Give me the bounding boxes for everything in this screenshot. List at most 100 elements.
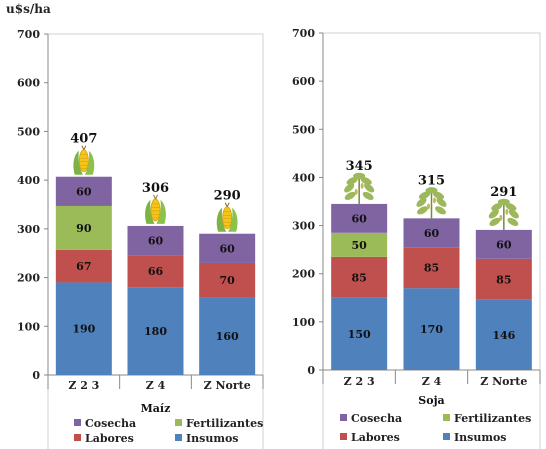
bar-segment-fertilizantes xyxy=(55,205,112,250)
bar-segment-labores xyxy=(127,255,184,288)
bar-segment-insumos xyxy=(127,287,184,375)
corn-icon xyxy=(145,194,166,224)
y-axis-unit: u$s/ha xyxy=(6,2,51,16)
bar-segment-cosecha xyxy=(55,176,112,206)
bar-total-label: 345 xyxy=(346,159,373,174)
soy-leaf xyxy=(344,191,356,200)
x-axis-title: Soja xyxy=(418,394,444,407)
segment-value-label: 90 xyxy=(76,222,92,235)
corn-silk xyxy=(81,145,87,150)
y-tick-label: 500 xyxy=(17,125,40,138)
soy-leaf xyxy=(364,183,375,193)
corn-leaf-right xyxy=(228,207,238,232)
y-tick-label: 100 xyxy=(17,320,40,333)
bar-total-label: 291 xyxy=(490,185,517,200)
segment-value-label: 85 xyxy=(424,262,439,275)
corn-leaf-left xyxy=(216,207,227,232)
y-tick-label: 200 xyxy=(17,272,40,285)
segment-value-label: 66 xyxy=(148,265,164,278)
soy-leaf xyxy=(425,187,438,194)
soy-leaf xyxy=(491,203,503,211)
corn-cob xyxy=(78,149,89,173)
y-tick-label: 300 xyxy=(17,223,40,236)
segment-value-label: 146 xyxy=(492,329,515,342)
segment-value-label: 190 xyxy=(72,323,95,336)
legend-swatch-fertilizantes xyxy=(175,419,182,426)
legend-label-cosecha: Cosecha xyxy=(85,417,136,430)
bar-segment-insumos xyxy=(403,288,460,370)
soy-leaf xyxy=(353,172,366,180)
category-label: Z 4 xyxy=(422,375,442,388)
segment-value-label: 85 xyxy=(496,273,511,286)
segment-value-label: 150 xyxy=(348,328,371,341)
legend-label-labores: Labores xyxy=(351,431,400,444)
legend-label-cosecha: Cosecha xyxy=(351,412,402,425)
y-tick-label: 400 xyxy=(292,171,315,184)
legend-swatch-cosecha xyxy=(74,419,81,426)
legend-label-labores: Labores xyxy=(85,432,134,445)
bar-segment-insumos xyxy=(475,299,532,370)
soy-leaf xyxy=(497,198,510,206)
soy-leaf xyxy=(417,206,428,215)
segment-value-label: 60 xyxy=(424,227,440,240)
soy-pod xyxy=(354,188,358,195)
segment-value-label: 60 xyxy=(496,238,512,251)
legend: Cosecha Fertilizantes Labores Insumos xyxy=(74,417,263,445)
y-tick-label: 100 xyxy=(292,316,315,329)
y-tick-label: 0 xyxy=(32,369,40,382)
legend: Cosecha Fertilizantes Labores Insumos xyxy=(340,412,531,444)
soy-leaf xyxy=(435,206,446,215)
bar-segment-fertilizantes xyxy=(331,232,388,257)
bar-total-label: 306 xyxy=(142,181,169,196)
bar-segment-labores xyxy=(55,249,112,283)
soy-pod xyxy=(505,208,509,215)
bar-segment-labores xyxy=(475,258,532,300)
soy-leaf xyxy=(488,209,499,219)
bar-total-label: 407 xyxy=(70,132,97,147)
bar-segment-cosecha xyxy=(199,233,256,263)
soy-plant-icon xyxy=(344,172,375,204)
y-tick-label: 600 xyxy=(292,75,315,88)
soy-leaf xyxy=(362,191,374,200)
y-tick-label: 700 xyxy=(17,28,40,41)
soy-leaf xyxy=(416,197,427,207)
y-tick-label: 700 xyxy=(292,27,315,40)
bar-segment-labores xyxy=(331,256,388,298)
soy-leaf xyxy=(508,209,519,219)
soy-leaf xyxy=(360,177,372,185)
corn-silk xyxy=(153,194,158,200)
bar-segment-labores xyxy=(403,247,460,289)
legend-swatch-labores xyxy=(340,433,347,440)
segment-value-label: 170 xyxy=(420,323,443,336)
y-tick-label: 400 xyxy=(17,174,40,187)
soy-pod xyxy=(360,182,364,189)
corn-leaf-right xyxy=(156,199,166,224)
y-tick-label: 600 xyxy=(17,77,40,90)
soy-leaf xyxy=(507,217,519,226)
segment-value-label: 60 xyxy=(76,185,92,198)
corn-leaf-left xyxy=(145,199,155,224)
corn-icon xyxy=(216,202,238,232)
corn-cob xyxy=(150,198,161,222)
legend-label-fertilizantes: Fertilizantes xyxy=(186,417,263,430)
legend-swatch-insumos xyxy=(175,434,182,441)
bar-segment-insumos xyxy=(331,297,388,370)
corn-silk xyxy=(224,202,230,207)
chart-panel-1: 0 100 200 300 400 500 600 700 190 67 90 60 407 Z 2 3 1… xyxy=(17,28,264,449)
soy-pod xyxy=(433,197,436,204)
legend-swatch-fertilizantes xyxy=(443,414,450,421)
soy-leaf xyxy=(489,217,501,226)
segment-value-label: 180 xyxy=(144,325,167,338)
bar-segment-labores xyxy=(199,262,256,298)
bar-segment-cosecha xyxy=(127,225,184,256)
y-tick-label: 0 xyxy=(307,364,315,377)
y-tick-label: 500 xyxy=(292,123,315,136)
segment-value-label: 50 xyxy=(352,239,368,252)
soy-leaf xyxy=(432,191,445,200)
legend-label-fertilizantes: Fertilizantes xyxy=(454,412,531,425)
bar-segment-insumos xyxy=(199,297,256,375)
segment-value-label: 60 xyxy=(148,235,164,248)
soy-leaf xyxy=(346,177,358,185)
segment-value-label: 60 xyxy=(352,212,368,225)
